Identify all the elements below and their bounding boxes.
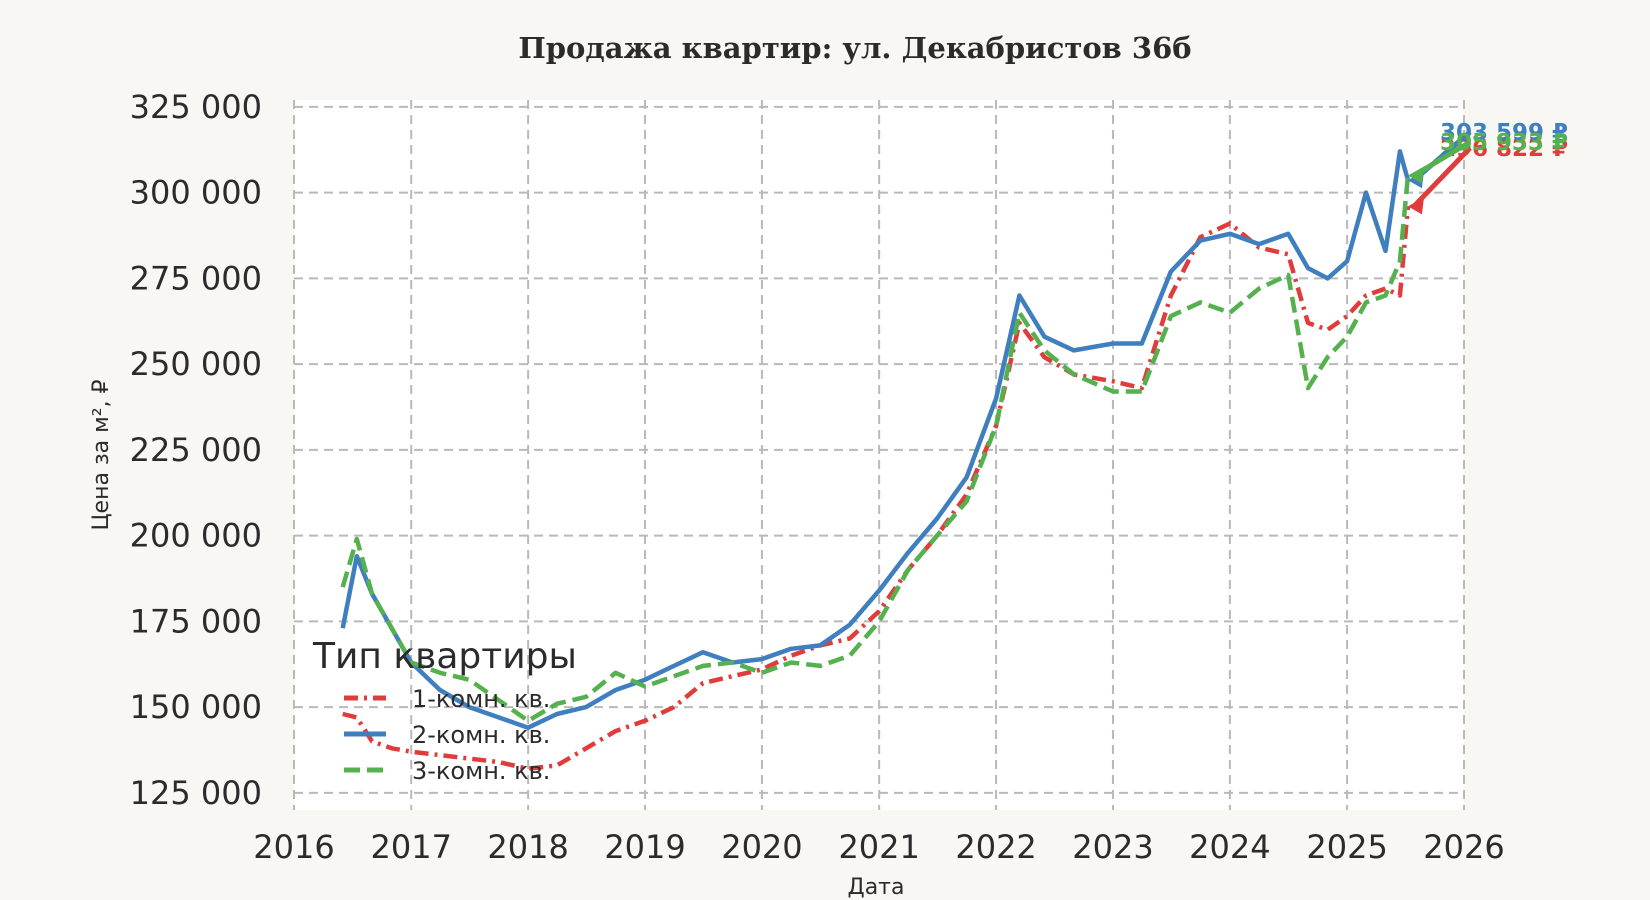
series-line-2: [340, 149, 1411, 730]
legend-title: Тип квартиры: [312, 636, 577, 677]
x-axis-ticks: 2016 2017 2018 2019 2020 2021 2022 2023 2024 2025…: [253, 828, 1504, 866]
end-value-label: 303 599 ₽: [1440, 120, 1568, 146]
end-label-arrowhead: [1407, 166, 1424, 184]
end-value-annotations: 296 822 ₽303 599 ₽305 933 ₽: [1407, 120, 1568, 215]
x-tick-label: 2021: [838, 828, 919, 866]
series-lines: [340, 149, 1411, 772]
end-label-arrowhead: [1407, 197, 1424, 215]
x-tick-label: 2026: [1423, 828, 1504, 866]
x-tick-label: 2017: [371, 828, 452, 866]
grid: [293, 100, 1465, 810]
legend-label: 3-комн. кв.: [412, 757, 550, 785]
y-tick-label: 250 000: [130, 345, 262, 383]
series-line-1: [342, 206, 1411, 772]
y-axis-ticks: 125 000 150 000 175 000 200 000 225 000 250 0…: [130, 88, 262, 812]
x-tick-label: 2025: [1306, 828, 1387, 866]
x-tick-label: 2022: [955, 828, 1036, 866]
x-tick-label: 2024: [1189, 828, 1270, 866]
y-tick-label: 325 000: [130, 88, 262, 126]
legend-label: 2-комн. кв.: [412, 721, 550, 749]
y-tick-label: 150 000: [130, 688, 262, 726]
y-tick-label: 300 000: [130, 174, 262, 212]
y-tick-label: 200 000: [130, 517, 262, 555]
y-tick-label: 275 000: [130, 259, 262, 297]
y-axis-label: Цена за м², ₽: [89, 379, 114, 530]
end-value-label: 305 933 ₽: [1440, 130, 1568, 156]
y-tick-label: 225 000: [130, 431, 262, 469]
x-axis-label: Дата: [848, 875, 905, 900]
y-tick-label: 125 000: [130, 774, 262, 812]
x-tick-label: 2019: [604, 828, 685, 866]
y-tick-label: 175 000: [130, 602, 262, 640]
legend: Тип квартиры 1-комн. кв. 2-комн. кв. 3-ком…: [312, 636, 577, 785]
legend-label: 1-комн. кв.: [412, 685, 550, 713]
x-tick-label: 2020: [721, 828, 802, 866]
chart-title: Продажа квартир: ул. Декабристов 36б: [518, 31, 1191, 65]
x-tick-label: 2023: [1072, 828, 1153, 866]
series-line-3: [340, 175, 1411, 724]
x-tick-label: 2018: [487, 828, 568, 866]
x-tick-label: 2016: [253, 828, 334, 866]
legend-items: 1-комн. кв. 2-комн. кв. 3-комн. кв.: [344, 685, 550, 785]
end-label-arrow: [1412, 146, 1472, 209]
